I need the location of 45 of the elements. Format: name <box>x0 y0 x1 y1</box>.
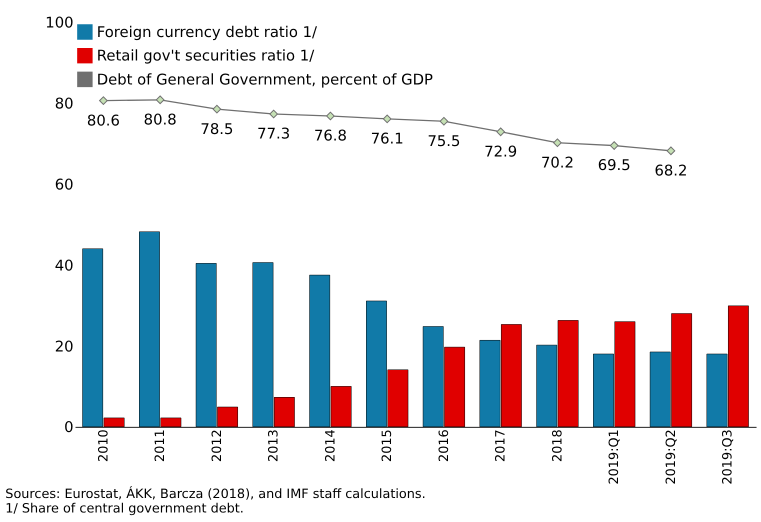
x-tick-label: 2017 <box>494 429 509 462</box>
y-tick-label: 40 <box>54 257 74 274</box>
point <box>440 116 448 126</box>
data-label: 80.8 <box>144 112 177 129</box>
data-label: 75.5 <box>427 132 460 150</box>
x-tick-label: 2011 <box>153 429 168 462</box>
data-label: 80.6 <box>86 112 120 130</box>
y-tick-label: 80 <box>54 95 74 112</box>
point <box>156 96 164 104</box>
x-tick-label: 2016 <box>436 429 452 462</box>
text: 1/ Share of central government debt. <box>5 502 244 517</box>
data-label: 69.5 <box>598 157 631 174</box>
point <box>610 141 618 150</box>
data-label: 78.5 <box>200 120 234 138</box>
point <box>212 104 222 114</box>
data-label: 76.1 <box>370 130 404 148</box>
x-tick-label: 2019:Q3 <box>720 429 736 485</box>
point <box>496 127 505 136</box>
point <box>99 96 108 105</box>
x-tick-label: 2019:Q1 <box>607 429 622 485</box>
point <box>666 146 676 156</box>
point <box>326 112 335 120</box>
source-note: Sources: Eurostat, ÁKK, Barcza (2018), and IMF staff calculations. <box>5 486 426 502</box>
x-tick-label: 2019:Q2 <box>664 429 679 485</box>
point <box>269 110 278 118</box>
point <box>553 138 562 148</box>
data-label: 72.9 <box>484 143 518 160</box>
legend-label: Foreign currency debt ratio 1/ <box>96 24 318 41</box>
x-tick-label: 2018 <box>550 429 566 462</box>
data-label: 70.2 <box>540 154 574 172</box>
x-tick-label: 2014 <box>323 429 338 462</box>
legend-label: Debt of General Government, percent of GDP <box>96 71 433 88</box>
x-tick-label: 2010 <box>96 429 112 462</box>
data-label: 76.8 <box>314 128 347 145</box>
x-tick-label: 2013 <box>266 429 282 462</box>
y-tick-label: 0 <box>64 419 74 436</box>
x-tick-label: 2012 <box>210 429 225 462</box>
legend-label: Retail gov't securities ratio 1/ <box>96 48 314 65</box>
point <box>382 114 392 124</box>
y-tick-label: 100 <box>45 14 74 32</box>
data-label: 68.2 <box>654 162 688 180</box>
y-tick-label: 20 <box>54 338 74 356</box>
y-tick-label: 60 <box>54 176 74 194</box>
x-tick-label: 2015 <box>380 429 396 462</box>
data-label: 77.3 <box>257 126 290 143</box>
